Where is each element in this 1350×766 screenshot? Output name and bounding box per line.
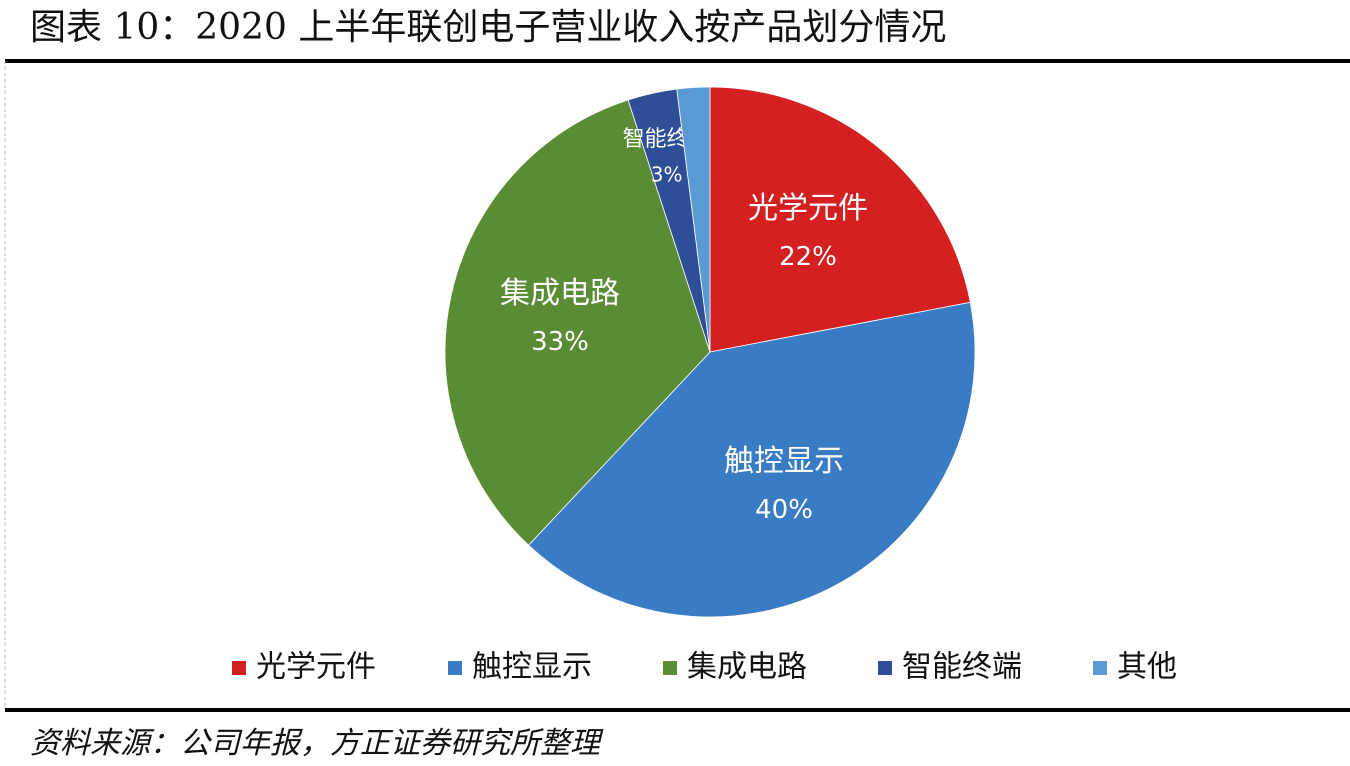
pie-slice xyxy=(709,86,971,353)
legend-label: 触控显示 xyxy=(472,650,592,685)
pie-slice xyxy=(528,301,976,618)
source-note: 资料来源：公司年报，方正证券研究所整理 xyxy=(30,726,604,761)
slice-value-label: 40% xyxy=(755,495,813,525)
legend: 光学元件 触控显示 集成电路 智能终端 其他 xyxy=(232,650,1177,685)
slice-value-label: 3% xyxy=(651,163,683,187)
slice-value-label: 33% xyxy=(531,327,589,357)
legend-label: 其他 xyxy=(1117,650,1177,685)
legend-swatch xyxy=(878,661,892,675)
legend-label: 智能终端 xyxy=(902,650,1022,685)
legend-swatch xyxy=(663,661,677,675)
slice-label: 触控显示 xyxy=(724,444,844,479)
chart-title: 图表 10：2020 上半年联创电子营业收入按产品划分情况 xyxy=(30,7,946,48)
legend-label: 集成电路 xyxy=(687,650,807,685)
legend-swatch xyxy=(232,661,246,675)
pie-slice xyxy=(444,99,711,546)
slice-label: 光学元件 xyxy=(748,191,868,226)
slice-value-label: 22% xyxy=(779,242,837,272)
legend-label: 光学元件 xyxy=(256,650,376,685)
pie-slice xyxy=(676,86,711,353)
legend-swatch xyxy=(1093,661,1107,675)
slice-label: 集成电路 xyxy=(500,276,620,311)
legend-swatch xyxy=(448,661,462,675)
